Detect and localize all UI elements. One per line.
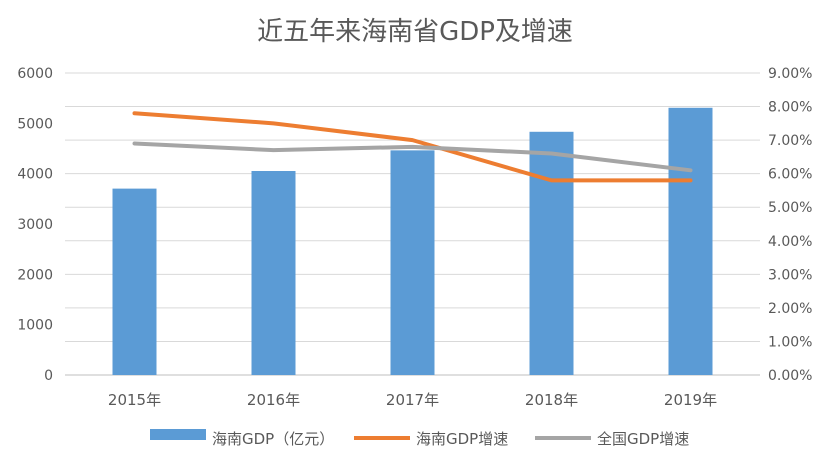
legend-swatch <box>150 429 206 440</box>
right-tick-label: 8.00% <box>768 100 812 116</box>
left-tick-label: 2000 <box>17 267 53 283</box>
left-tick-label: 0 <box>44 368 53 384</box>
right-tick-label: 2.00% <box>768 301 812 317</box>
legend-label: 全国GDP增速 <box>597 430 689 448</box>
legend-label: 海南GDP（亿元） <box>212 430 334 448</box>
series-line <box>132 111 693 183</box>
left-tick-label: 5000 <box>17 116 53 132</box>
legend-label: 海南GDP增速 <box>416 430 508 448</box>
right-tick-label: 0.00% <box>768 368 812 384</box>
left-tick-label: 4000 <box>17 167 53 183</box>
x-tick-label: 2017年 <box>386 391 439 409</box>
right-y-axis: 0.00% 1.00% 2.00% 3.00% 4.00% 5.00% 6.00% 7.00%… <box>768 66 812 384</box>
bar <box>390 150 435 375</box>
right-tick-label: 6.00% <box>768 167 812 183</box>
bar <box>251 170 296 375</box>
right-tick-label: 9.00% <box>768 66 812 82</box>
x-tick-label: 2018年 <box>525 391 578 409</box>
left-tick-label: 3000 <box>17 217 53 233</box>
right-tick-label: 1.00% <box>768 334 812 350</box>
x-axis: 2015年 2016年 2017年 2018年 2019年 <box>108 391 717 409</box>
series-line <box>132 141 693 173</box>
left-tick-label: 1000 <box>17 318 53 334</box>
right-tick-label: 3.00% <box>768 267 812 283</box>
legend: 海南GDP（亿元） 海南GDP增速 全国GDP增速 <box>150 429 689 448</box>
right-tick-label: 5.00% <box>768 200 812 216</box>
x-tick-label: 2015年 <box>108 391 161 409</box>
left-tick-label: 6000 <box>17 66 53 82</box>
left-y-axis: 0 1000 2000 3000 4000 5000 6000 <box>17 66 53 384</box>
bar-series <box>112 107 713 375</box>
x-tick-label: 2016年 <box>247 391 300 409</box>
chart-title: 近五年来海南省GDP及增速 <box>257 17 573 47</box>
bar <box>668 107 713 375</box>
bar <box>112 188 157 375</box>
x-tick-label: 2019年 <box>664 391 717 409</box>
right-tick-label: 4.00% <box>768 234 812 250</box>
right-tick-label: 7.00% <box>768 133 812 149</box>
bar <box>529 131 574 375</box>
line-series <box>132 111 693 183</box>
